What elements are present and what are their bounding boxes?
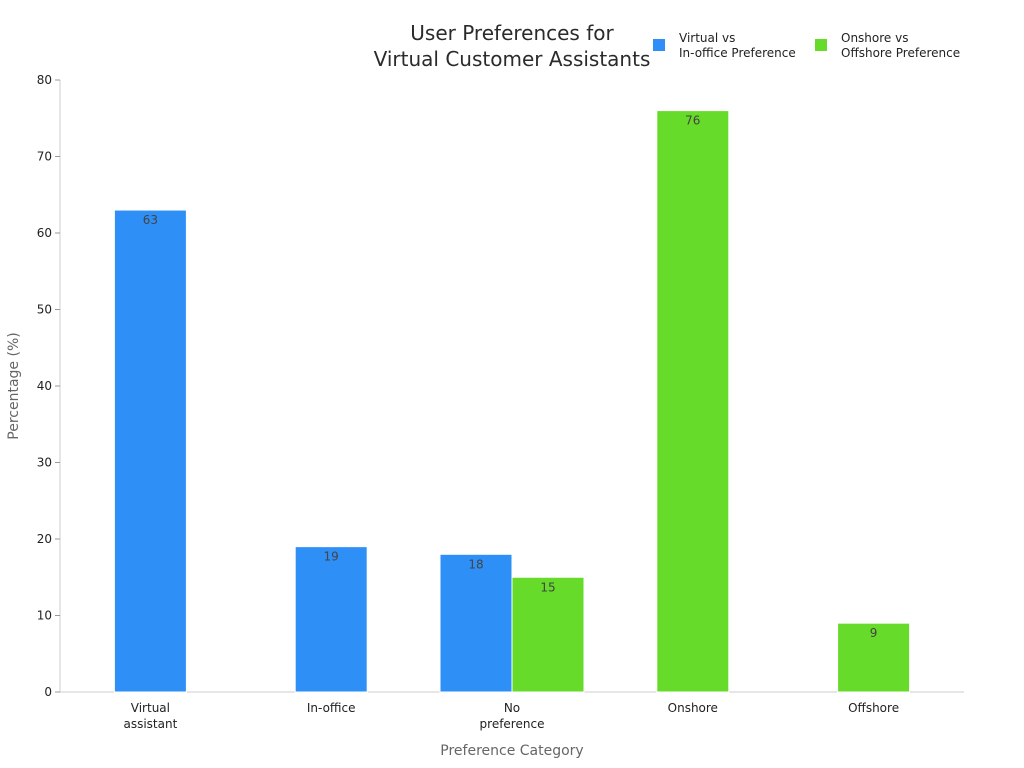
bar-labels: 63 19 18 15 76 9 bbox=[143, 114, 878, 641]
x-tick-label-line: In-office bbox=[307, 701, 356, 715]
y-axis-title: Percentage (%) bbox=[6, 332, 22, 439]
data-label-virtual-assistant-virtual-vs-in-office-preference: 63 bbox=[143, 213, 158, 227]
x-tick-label-in-office: In-office bbox=[307, 701, 356, 715]
y-tick-label: 0 bbox=[44, 685, 52, 699]
data-label-onshore-onshore-vs-offshore-preference: 76 bbox=[685, 114, 700, 128]
y-tick-label: 50 bbox=[37, 303, 52, 317]
x-tick-label-line: No bbox=[504, 701, 520, 715]
legend-swatch-onshore-vs-offshore bbox=[815, 39, 827, 51]
bar-onshore-onshore-vs-offshore-preference bbox=[656, 110, 730, 693]
data-label-no-preference-virtual-vs-in-office-preference: 18 bbox=[468, 557, 483, 571]
x-tick-label-offshore: Offshore bbox=[848, 701, 899, 715]
legend-label-onshore-vs-offshore-line-2: Offshore Preference bbox=[841, 46, 960, 60]
data-label-offshore-onshore-vs-offshore-preference: 9 bbox=[870, 626, 878, 640]
data-label-in-office-virtual-vs-in-office-preference: 19 bbox=[324, 550, 339, 564]
y-tick-label: 20 bbox=[37, 532, 52, 546]
bar-virtual-assistant-virtual-vs-in-office-preference bbox=[113, 209, 187, 693]
x-axis-title: Preference Category bbox=[440, 743, 583, 759]
legend-label-virtual-vs-inoffice-line-2: In-office Preference bbox=[679, 46, 796, 60]
y-tick-label: 30 bbox=[37, 456, 52, 470]
x-tick-label-line: Onshore bbox=[668, 701, 718, 715]
y-tick-label: 60 bbox=[37, 226, 52, 240]
y-tick-label: 70 bbox=[37, 150, 52, 164]
x-tick-label-line: Virtual bbox=[131, 701, 170, 715]
x-tick-label-line: Offshore bbox=[848, 701, 899, 715]
bar-offshore-onshore-vs-offshore-preference bbox=[837, 622, 911, 693]
chart-title-line-1: User Preferences for bbox=[410, 21, 614, 45]
x-tick-label-onshore: Onshore bbox=[668, 701, 718, 715]
y-tick-label: 40 bbox=[37, 379, 52, 393]
chart-title-line-2: Virtual Customer Assistants bbox=[374, 47, 651, 71]
bar-no-preference-virtual-vs-in-office-preference bbox=[439, 553, 513, 693]
legend: Virtual vs In-office Preference Onshore … bbox=[653, 31, 960, 60]
y-tick-label: 10 bbox=[37, 609, 52, 623]
bars bbox=[113, 110, 911, 693]
x-tick-label-line: preference bbox=[480, 717, 545, 731]
y-axis: 0 10 20 30 40 50 60 70 80 bbox=[37, 73, 61, 699]
bar-in-office-virtual-vs-in-office-preference bbox=[294, 546, 368, 693]
x-axis: Virtual assistant In-office No preference Ons… bbox=[60, 691, 964, 731]
bar-no-preference-onshore-vs-offshore-preference bbox=[511, 576, 585, 693]
x-tick-label-virtual-assistant: Virtual assistant bbox=[123, 701, 177, 731]
x-tick-label-no-preference: No preference bbox=[480, 701, 545, 731]
legend-swatch-virtual-vs-inoffice bbox=[653, 39, 665, 51]
legend-label-virtual-vs-inoffice-line-1: Virtual vs bbox=[679, 31, 735, 45]
chart-title: User Preferences for Virtual Customer As… bbox=[374, 21, 651, 71]
x-tick-label-line: assistant bbox=[123, 717, 177, 731]
legend-label-onshore-vs-offshore-line-1: Onshore vs bbox=[841, 31, 908, 45]
y-tick-label: 80 bbox=[37, 73, 52, 87]
data-label-no-preference-onshore-vs-offshore-preference: 15 bbox=[540, 580, 555, 594]
